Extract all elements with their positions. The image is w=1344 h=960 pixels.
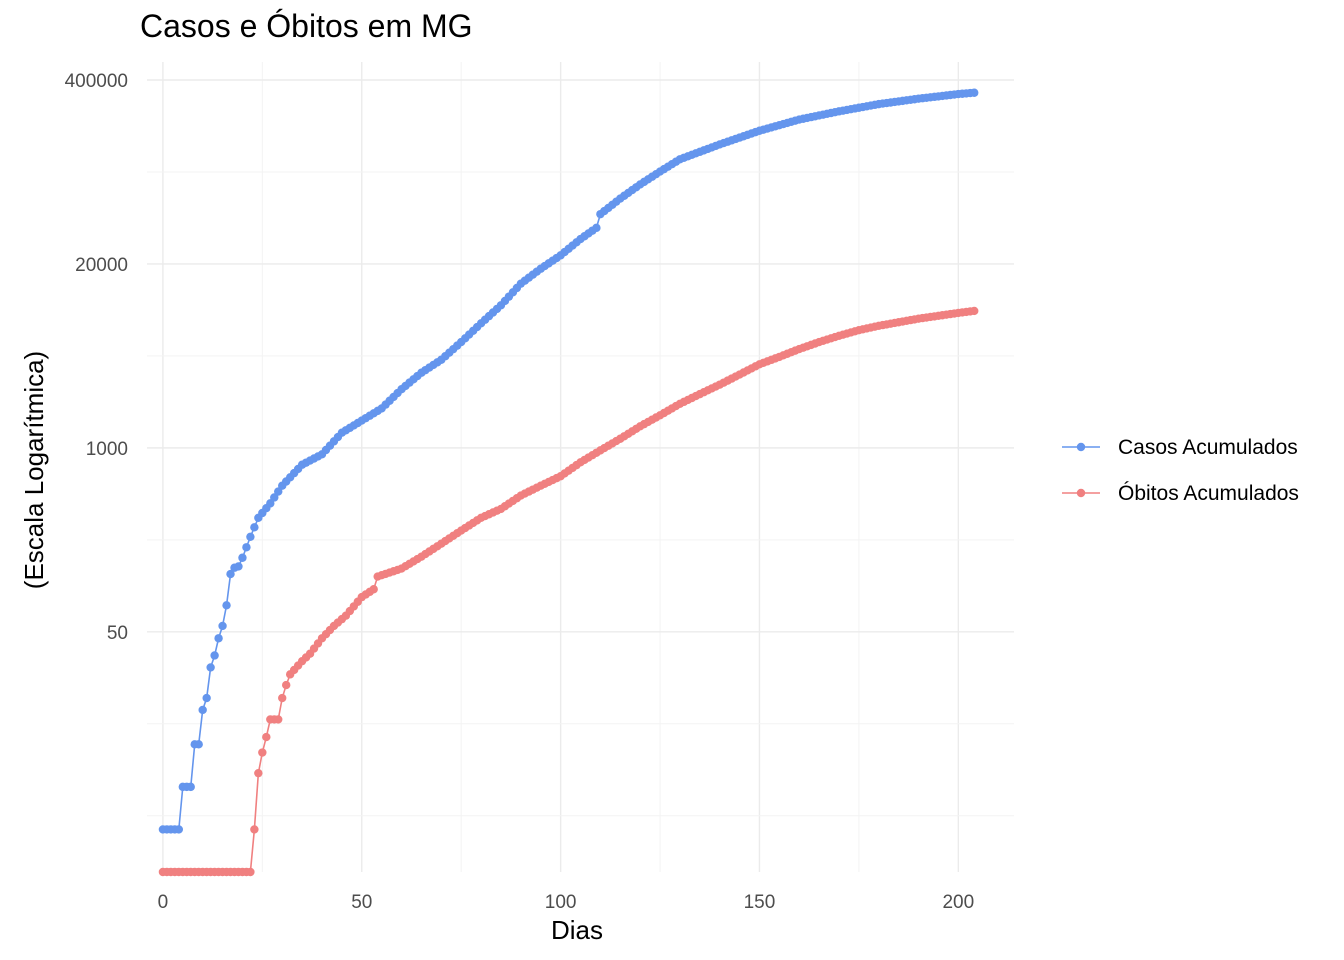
y-tick-label: 50 <box>107 623 128 644</box>
series-obitos <box>158 306 979 877</box>
data-point <box>266 499 275 508</box>
data-point <box>234 562 243 571</box>
data-point <box>202 693 211 703</box>
data-point <box>242 543 251 552</box>
data-point <box>198 705 207 715</box>
data-point <box>254 768 263 778</box>
data-point <box>214 634 223 643</box>
legend-key-point <box>1076 442 1086 452</box>
data-point <box>250 523 259 532</box>
data-point <box>222 601 231 610</box>
data-point <box>226 569 235 579</box>
x-axis-title: Dias <box>551 915 603 945</box>
series-casos <box>158 88 979 834</box>
data-point <box>274 487 283 496</box>
data-point <box>262 732 271 742</box>
legend-label: Óbitos Acumulados <box>1118 482 1299 505</box>
data-point <box>270 493 279 502</box>
y-tick-label: 1000 <box>86 439 128 460</box>
data-point <box>210 651 219 660</box>
y-tick-label: 400000 <box>65 71 128 92</box>
data-point <box>970 88 979 97</box>
data-point <box>592 223 601 233</box>
series-line <box>162 91 975 831</box>
x-tick-label: 200 <box>942 892 974 913</box>
y-tick-label: 20000 <box>75 255 128 276</box>
data-point <box>246 532 255 541</box>
series-line <box>162 310 975 873</box>
data-point <box>206 663 215 672</box>
data-point <box>274 715 283 724</box>
grid <box>147 62 1014 872</box>
data-point <box>970 306 979 316</box>
legend: Casos Acumulados Óbitos Acumulados <box>1062 436 1299 505</box>
series-layer <box>158 88 979 877</box>
data-point <box>194 740 203 749</box>
y-axis-title: (Escala Logarítmica) <box>19 351 49 589</box>
x-tick-label: 100 <box>545 892 577 913</box>
data-point <box>174 825 184 834</box>
data-point <box>282 680 291 690</box>
legend-key-point <box>1076 488 1086 498</box>
data-point <box>218 621 227 631</box>
data-point <box>250 825 259 834</box>
data-point <box>186 782 195 792</box>
data-point <box>278 693 287 703</box>
x-tick-label: 50 <box>351 892 372 913</box>
axes: 0 50 100 150 200 50 1000 20000 400000 <box>65 71 975 913</box>
legend-label: Casos Acumulados <box>1118 436 1298 459</box>
data-point <box>238 553 247 562</box>
data-point <box>258 748 267 757</box>
x-tick-label: 150 <box>744 892 776 913</box>
data-point <box>369 585 378 594</box>
x-tick-label: 0 <box>158 892 169 913</box>
chart-title: Casos e Óbitos em MG <box>140 8 473 44</box>
data-point <box>246 867 255 877</box>
